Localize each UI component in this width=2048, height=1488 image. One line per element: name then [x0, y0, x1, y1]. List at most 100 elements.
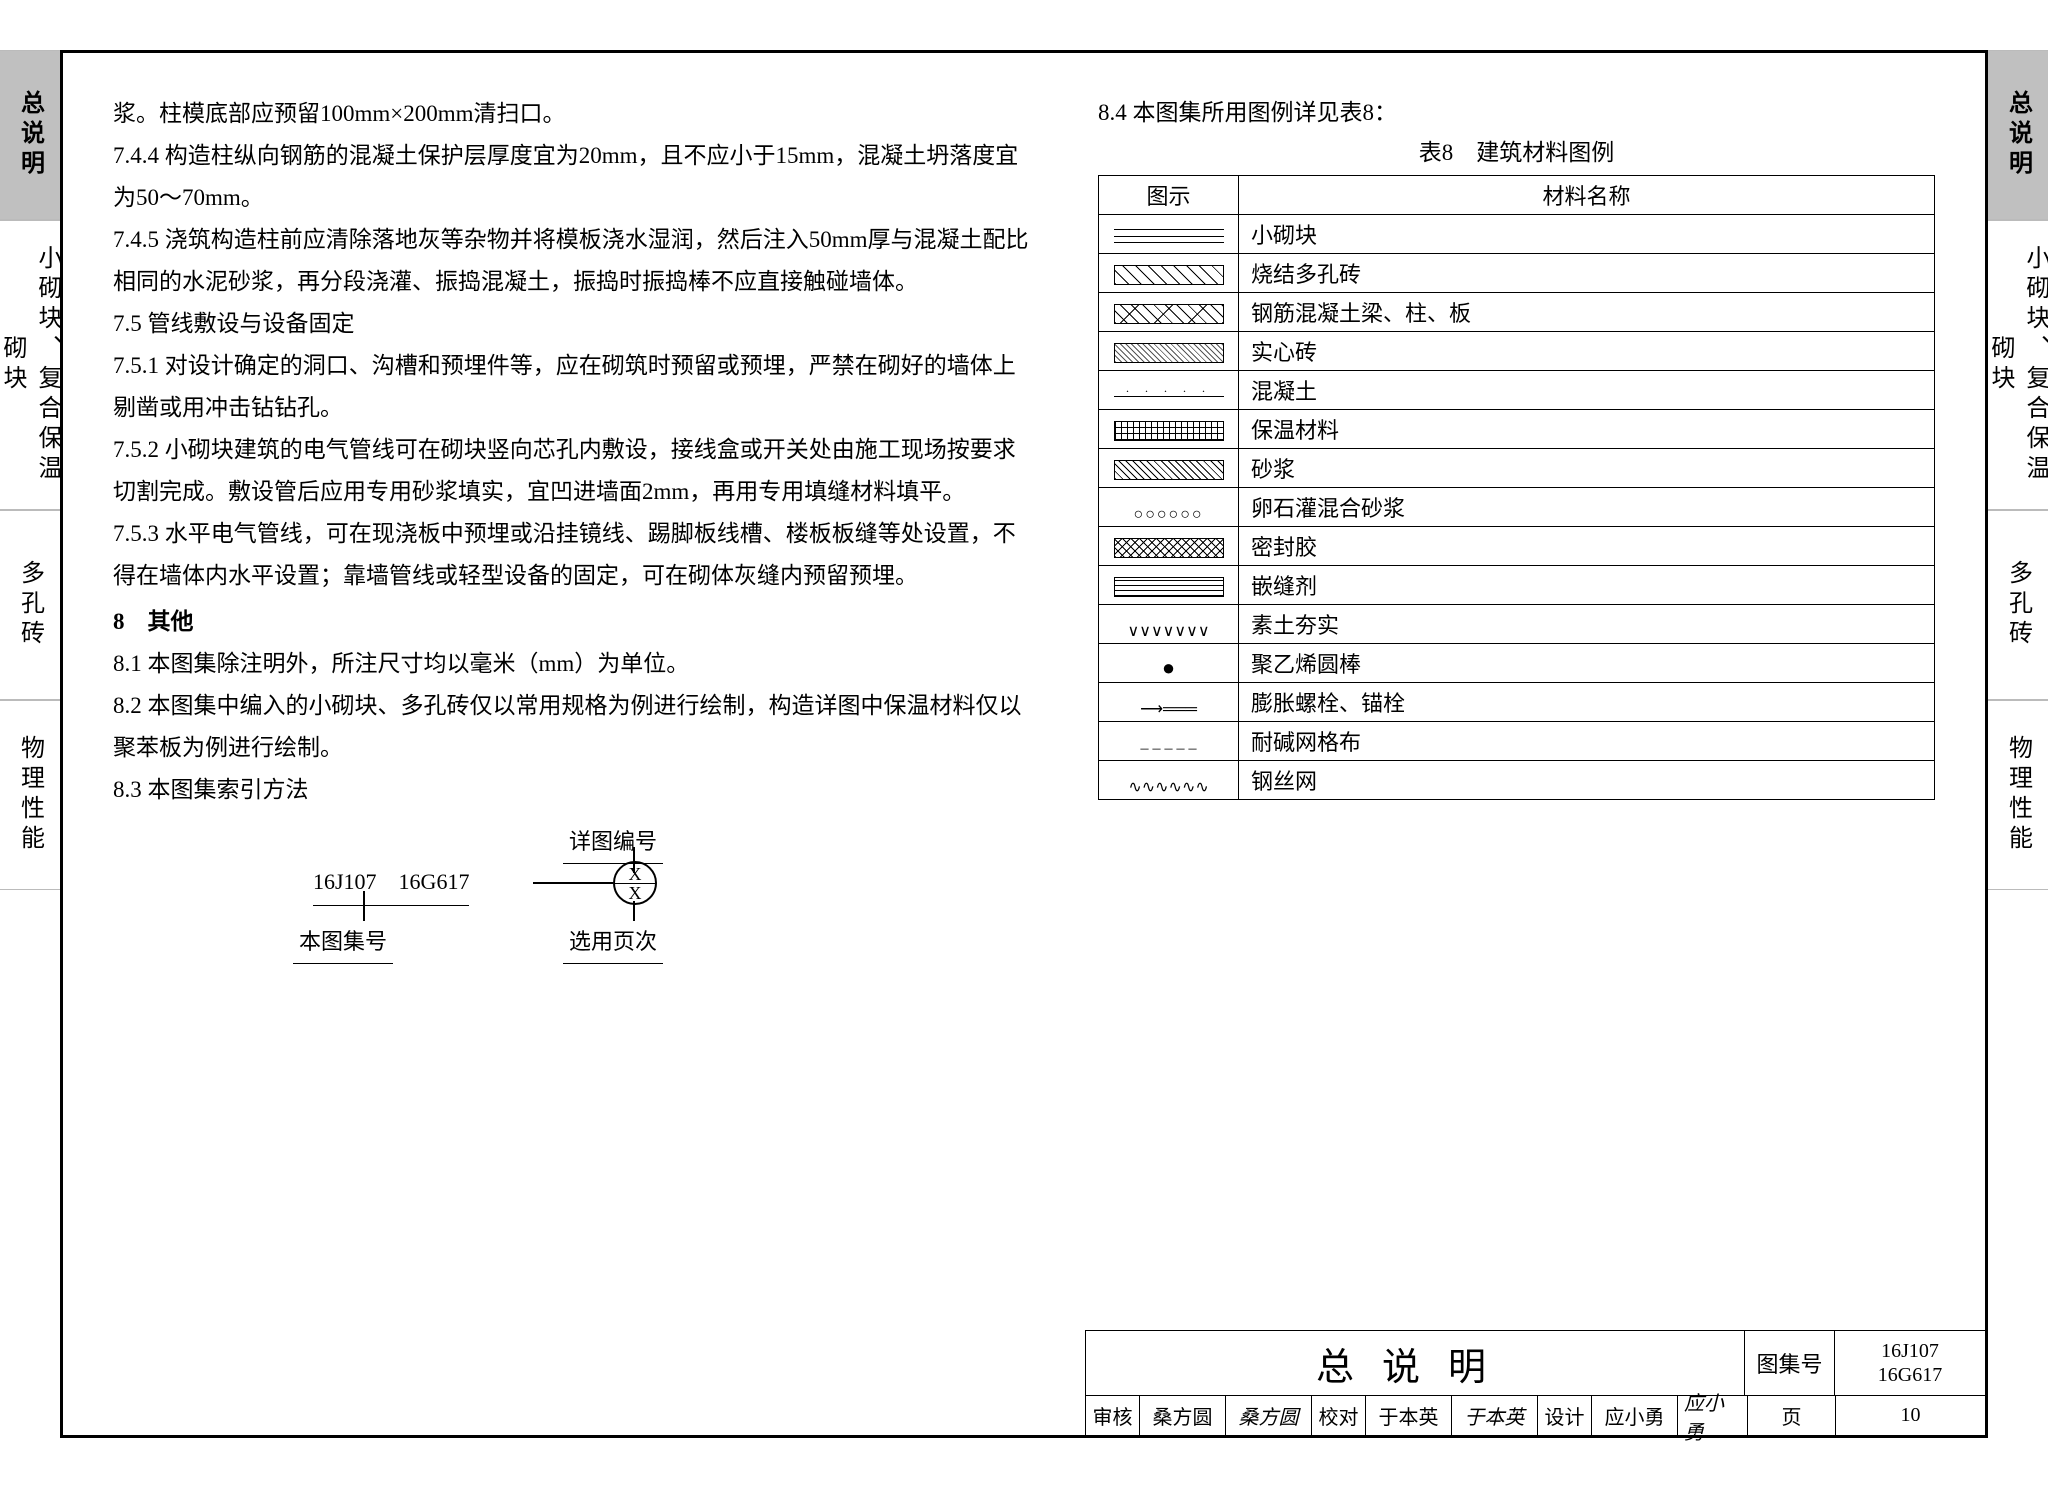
- idx-set-label: 本图集号: [293, 921, 393, 964]
- para-8-2: 8.2 本图集中编入的小砌块、多孔砖仅以常用规格为例进行绘制，构造详图中保温材料…: [113, 685, 1038, 769]
- symbol-cell: [1099, 605, 1239, 644]
- table-row: 保温材料: [1099, 410, 1935, 449]
- symbol-cell: [1099, 644, 1239, 683]
- tb-review-sig: 桑方圆: [1226, 1396, 1312, 1435]
- material-name: 砂浆: [1239, 449, 1935, 488]
- symbol-cell: [1099, 254, 1239, 293]
- idx-circle: X X: [613, 861, 657, 905]
- idx-circle-top: X: [615, 865, 655, 884]
- idx-page-label: 选用页次: [563, 921, 663, 964]
- idx-set-codes: 16J107 16G617: [313, 861, 469, 906]
- material-symbol-icon: [1114, 655, 1224, 675]
- tb-setno-label: 图集号: [1745, 1331, 1835, 1395]
- table-row: 密封胶: [1099, 527, 1935, 566]
- material-name: 钢筋混凝土梁、柱、板: [1239, 293, 1935, 332]
- material-name: 密封胶: [1239, 527, 1935, 566]
- material-name: 膨胀螺栓、锚栓: [1239, 683, 1935, 722]
- idx-bot-leader: [363, 891, 365, 921]
- tab-porous-brick-r[interactable]: 多孔砖: [1988, 510, 2048, 700]
- tab-blocks[interactable]: 小砌块、复合保温砌块: [0, 220, 60, 510]
- symbol-cell: [1099, 527, 1239, 566]
- material-name: 小砌块: [1239, 215, 1935, 254]
- material-name: 烧结多孔砖: [1239, 254, 1935, 293]
- para-7-4-5: 7.4.5 浇筑构造柱前应清除落地灰等杂物并将模板浇水湿润，然后注入50mm厚与…: [113, 219, 1038, 303]
- tb-design-name: 应小勇: [1592, 1396, 1678, 1435]
- material-symbol-icon: [1114, 733, 1224, 753]
- tab-physical-r[interactable]: 物理性能: [1988, 700, 2048, 890]
- material-name: 实心砖: [1239, 332, 1935, 371]
- symbol-cell: [1099, 215, 1239, 254]
- th-material-name: 材料名称: [1239, 176, 1935, 215]
- tab-blocks-r[interactable]: 小砌块、复合保温砌块: [1988, 220, 2048, 510]
- table-row: 钢筋混凝土梁、柱、板: [1099, 293, 1935, 332]
- idx-circle-bot: X: [629, 884, 642, 902]
- materials-tbody: 小砌块烧结多孔砖钢筋混凝土梁、柱、板实心砖混凝土保温材料砂浆卵石灌混合砂浆密封胶…: [1099, 215, 1935, 800]
- content-area: 浆。柱模底部应预留100mm×200mm清扫口。 7.4.4 构造柱纵向钢筋的混…: [113, 93, 1935, 1295]
- tb-page-no: 10: [1836, 1396, 1985, 1435]
- material-symbol-icon: [1114, 304, 1224, 324]
- table-row: 实心砖: [1099, 332, 1935, 371]
- symbol-cell: [1099, 488, 1239, 527]
- material-name: 保温材料: [1239, 410, 1935, 449]
- left-side-tabs: 总说明 小砌块、复合保温砌块 多孔砖 物理性能: [0, 50, 60, 890]
- para-7-5-3: 7.5.3 水平电气管线，可在现浇板中预埋或沿挂镜线、踢脚板线槽、楼板板缝等处设…: [113, 513, 1038, 597]
- material-name: 嵌缝剂: [1239, 566, 1935, 605]
- para-7-5-1: 7.5.1 对设计确定的洞口、沟槽和预埋件等，应在砌筑时预留或预埋，严禁在砌好的…: [113, 345, 1038, 429]
- page-frame: 浆。柱模底部应预留100mm×200mm清扫口。 7.4.4 构造柱纵向钢筋的混…: [60, 50, 1988, 1438]
- material-name: 卵石灌混合砂浆: [1239, 488, 1935, 527]
- table-row: 嵌缝剂: [1099, 566, 1935, 605]
- symbol-cell: [1099, 566, 1239, 605]
- tb-check-name: 于本英: [1366, 1396, 1452, 1435]
- left-column: 浆。柱模底部应预留100mm×200mm清扫口。 7.4.4 构造柱纵向钢筋的混…: [113, 93, 1038, 1295]
- tb-setno: 16J107 16G617: [1835, 1331, 1985, 1395]
- material-name: 混凝土: [1239, 371, 1935, 410]
- tab-porous-brick[interactable]: 多孔砖: [0, 510, 60, 700]
- para-8-4: 8.4 本图集所用图例详见表8：: [1098, 93, 1935, 127]
- table-row: 膨胀螺栓、锚栓: [1099, 683, 1935, 722]
- material-name: 钢丝网: [1239, 761, 1935, 800]
- tb-design-sig: 应小勇: [1678, 1396, 1748, 1435]
- tb-setno-a: 16J107: [1881, 1339, 1939, 1363]
- section-7-5: 7.5 管线敷设与设备固定: [113, 303, 1038, 345]
- idx-detail-no-label: 详图编号: [563, 821, 663, 864]
- tb-setno-b: 16G617: [1878, 1363, 1942, 1387]
- title-block: 总说明 图集号 16J107 16G617 审核 桑方圆 桑方圆 校对 于本英 …: [1085, 1330, 1985, 1435]
- tb-page-lbl: 页: [1748, 1396, 1836, 1435]
- th-symbol: 图示: [1099, 176, 1239, 215]
- material-symbol-icon: [1114, 343, 1224, 363]
- para-7-4-4: 7.4.4 构造柱纵向钢筋的混凝土保护层厚度宜为20mm，且不应小于15mm，混…: [113, 135, 1038, 219]
- symbol-cell: [1099, 332, 1239, 371]
- para-7-4-3-cont: 浆。柱模底部应预留100mm×200mm清扫口。: [113, 93, 1038, 135]
- material-name: 聚乙烯圆棒: [1239, 644, 1935, 683]
- table-row: 混凝土: [1099, 371, 1935, 410]
- symbol-cell: [1099, 410, 1239, 449]
- tb-review-name: 桑方圆: [1140, 1396, 1226, 1435]
- material-symbol-icon: [1114, 577, 1224, 597]
- material-symbol-icon: [1114, 460, 1224, 480]
- para-7-5-2: 7.5.2 小砌块建筑的电气管线可在砌块竖向芯孔内敷设，接线盒或开关处由施工现场…: [113, 429, 1038, 513]
- idx-h-leader: [533, 882, 613, 884]
- table-row: 烧结多孔砖: [1099, 254, 1935, 293]
- right-column: 8.4 本图集所用图例详见表8： 表8 建筑材料图例 图示 材料名称 小砌块烧结…: [1098, 93, 1935, 1295]
- idx-sel-leader: [633, 901, 635, 921]
- table-row: 素土夯实: [1099, 605, 1935, 644]
- material-symbol-icon: [1114, 538, 1224, 558]
- table-row: 小砌块: [1099, 215, 1935, 254]
- tb-title: 总说明: [1086, 1331, 1745, 1395]
- material-symbol-icon: [1114, 265, 1224, 285]
- symbol-cell: [1099, 449, 1239, 488]
- section-8: 8 其他: [113, 601, 1038, 643]
- tb-check-sig: 于本英: [1452, 1396, 1538, 1435]
- tab-general[interactable]: 总说明: [0, 50, 60, 220]
- symbol-cell: [1099, 371, 1239, 410]
- tab-general-r[interactable]: 总说明: [1988, 50, 2048, 220]
- table-row: 聚乙烯圆棒: [1099, 644, 1935, 683]
- symbol-cell: [1099, 683, 1239, 722]
- material-symbol-icon: [1114, 229, 1224, 243]
- table8-title: 表8 建筑材料图例: [1098, 133, 1935, 167]
- tab-physical[interactable]: 物理性能: [0, 700, 60, 890]
- symbol-cell: [1099, 293, 1239, 332]
- material-symbol-icon: [1114, 421, 1224, 441]
- table-row: 卵石灌混合砂浆: [1099, 488, 1935, 527]
- para-8-3: 8.3 本图集索引方法: [113, 769, 1038, 811]
